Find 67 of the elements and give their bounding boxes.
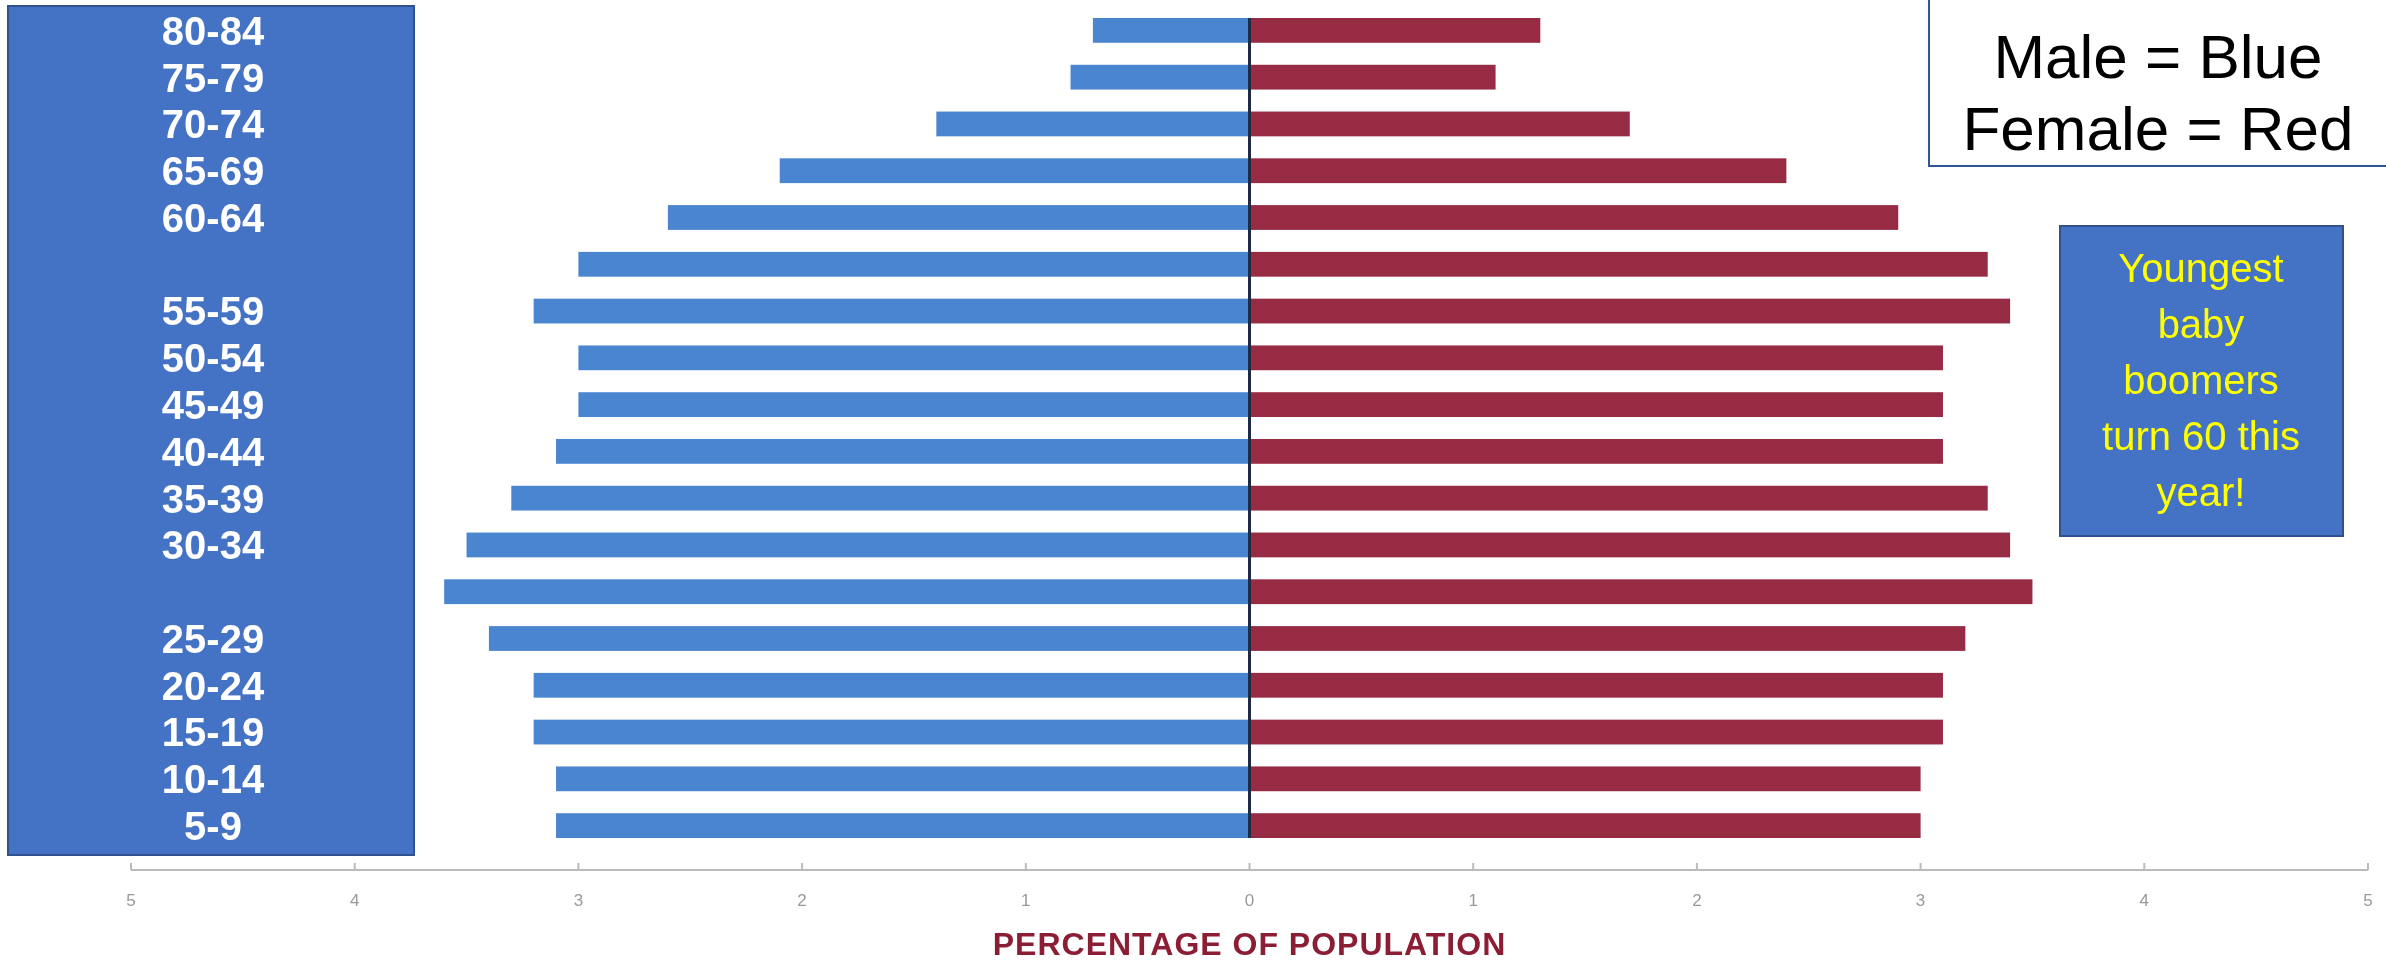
bar [1249, 532, 2011, 558]
bar [1249, 298, 2011, 324]
x-tick-label: 5 [2363, 891, 2373, 910]
y-tick-label: 45-49 [161, 383, 265, 428]
bar [1249, 111, 1630, 137]
x-tick-label: 2 [1692, 891, 1702, 910]
bar [556, 766, 1250, 792]
bar [578, 251, 1250, 277]
x-tick-label: 5 [126, 891, 136, 910]
x-tick-label: 4 [2139, 891, 2150, 910]
bar [1249, 345, 1943, 371]
x-tick-label: 4 [349, 891, 360, 910]
y-tick-label: 15-19 [161, 710, 265, 755]
bar [556, 438, 1250, 464]
y-tick-label: 55-59 [161, 289, 265, 334]
bar [1249, 579, 2033, 605]
bar [936, 111, 1250, 137]
y-tick-label: 70-74 [161, 102, 265, 147]
x-tick-label: 3 [573, 891, 584, 910]
bar [1249, 158, 1787, 184]
bar [533, 298, 1250, 324]
y-tick-label: 80-84 [161, 8, 265, 53]
y-tick-label: 30-34 [161, 523, 265, 568]
bar [667, 205, 1250, 230]
x-tick-label: 1 [1468, 891, 1478, 910]
annotation: Female = Red [1962, 94, 2354, 163]
y-tick-label: 65-69 [161, 149, 265, 194]
bar [1249, 251, 1988, 277]
x-tick-label: 3 [1915, 891, 1926, 910]
bar [1249, 392, 1943, 418]
y-tick-label: 50-54 [161, 336, 265, 381]
bar [511, 485, 1250, 511]
bar [556, 813, 1250, 839]
bar [1249, 17, 1541, 43]
bar [1249, 719, 1943, 745]
bar [1249, 64, 1496, 90]
bar [1249, 766, 1921, 792]
bar [466, 532, 1250, 558]
bar [1249, 626, 1966, 651]
bar [533, 672, 1250, 698]
annotation: Male = Blue [1993, 22, 2323, 91]
y-tick-label: 5-9 [184, 804, 242, 849]
bar [1249, 813, 1921, 839]
x-tick-label: 1 [1021, 891, 1031, 910]
bar [578, 345, 1250, 371]
y-tick-label: 60-64 [161, 195, 265, 240]
bar [578, 392, 1250, 418]
bar [1249, 485, 1988, 511]
bar [488, 626, 1250, 651]
x-tick-label: 0 [1244, 891, 1255, 910]
y-tick-label: 35-39 [161, 476, 265, 521]
bar [444, 579, 1250, 605]
y-tick-label: 20-24 [161, 663, 265, 708]
y-tick-label: 40-44 [161, 429, 265, 474]
y-tick-label: 75-79 [161, 55, 265, 100]
y-tick-label: 25-29 [161, 616, 265, 661]
bar [1070, 64, 1250, 90]
bar [779, 158, 1250, 184]
bar [1092, 17, 1250, 43]
x-axis-title: PERCENTAGE OF POPULATION [992, 926, 1507, 962]
bar [1249, 205, 1899, 230]
bar [533, 719, 1250, 745]
annotation: Youngest baby boomers turn 60 this year! [2102, 246, 2300, 514]
y-tick-label: 10-14 [161, 757, 265, 802]
bar [1249, 438, 1943, 464]
bar [1249, 672, 1943, 698]
x-tick-label: 2 [797, 891, 807, 910]
